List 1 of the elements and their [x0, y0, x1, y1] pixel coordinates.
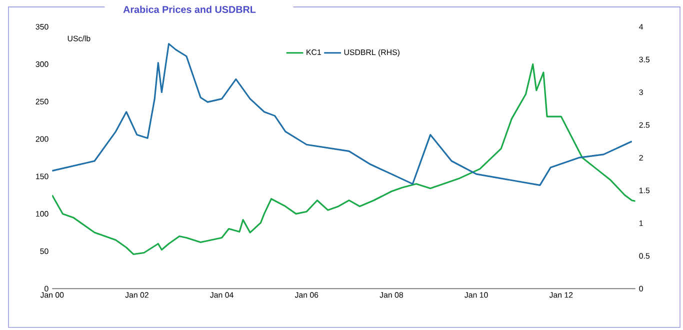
- chart-title: Arabica Prices and USDBRL: [123, 6, 256, 13]
